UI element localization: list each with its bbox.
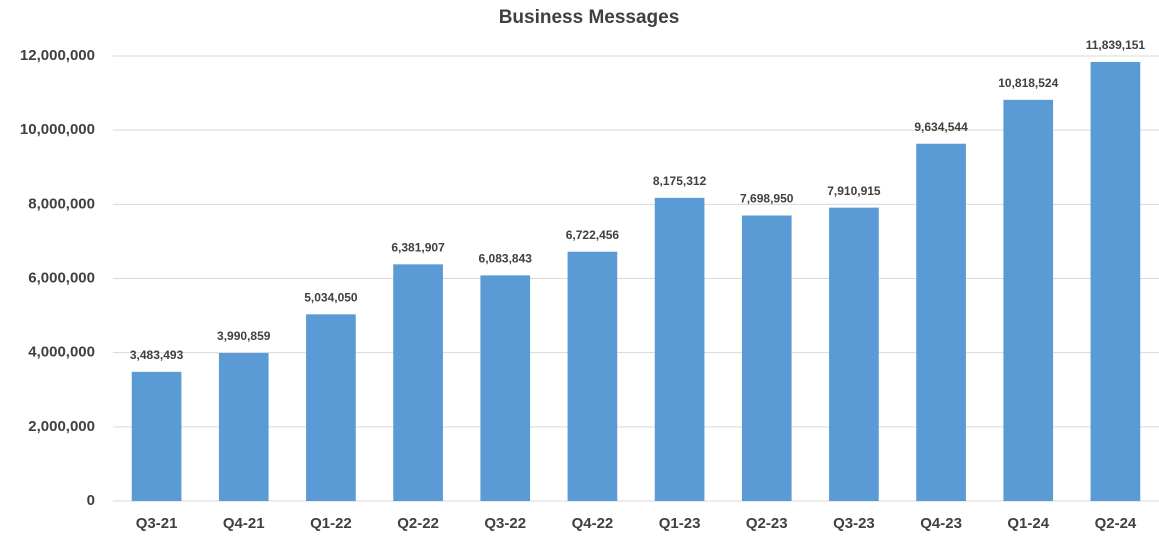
x-tick-label: Q3-23 [833,515,875,532]
value-label: 11,839,151 [1086,38,1146,52]
chart-title: Business Messages [499,7,680,28]
x-tick-label: Q3-22 [484,515,526,532]
value-label: 10,818,524 [998,76,1058,90]
y-tick-label: 6,000,000 [28,269,95,286]
x-tick-label: Q2-22 [397,515,439,532]
x-tick-label: Q4-21 [223,515,265,532]
bar [393,264,443,501]
bar [131,371,182,501]
bar [306,314,356,501]
bar [567,251,618,501]
y-tick-label: 8,000,000 [28,195,95,212]
x-tick-label: Q3-21 [136,515,178,532]
value-label: 3,483,493 [130,348,184,362]
bar [218,353,269,501]
bar [654,197,705,501]
x-tick-label: Q1-23 [659,515,701,532]
x-tick-label: Q1-22 [310,515,352,532]
bar [1003,99,1054,502]
y-tick-label: 12,000,000 [20,47,95,64]
bar [1090,61,1141,502]
y-tick-label: 4,000,000 [28,344,95,361]
y-tick-label: 2,000,000 [28,418,95,435]
value-label: 9,634,544 [914,120,968,134]
bar [480,275,531,501]
bar [829,207,879,501]
value-label: 7,910,915 [827,184,881,198]
value-label: 3,990,859 [217,329,271,343]
x-tick-label: Q4-22 [572,515,614,532]
bar [916,143,966,501]
value-label: 7,698,950 [740,192,794,206]
value-label: 6,083,843 [479,252,533,266]
x-tick-label: Q1-24 [1007,515,1049,532]
value-label: 6,722,456 [566,228,620,242]
x-tick-label: Q2-23 [746,515,788,532]
bar [741,215,792,502]
value-label: 8,175,312 [653,174,707,188]
y-tick-label: 10,000,000 [20,121,95,138]
value-label: 5,034,050 [304,290,358,304]
x-tick-label: Q4-23 [920,515,962,532]
value-label: 6,381,907 [391,241,445,255]
x-tick-label: Q2-24 [1095,515,1137,532]
y-tick-label: 0 [87,492,95,509]
